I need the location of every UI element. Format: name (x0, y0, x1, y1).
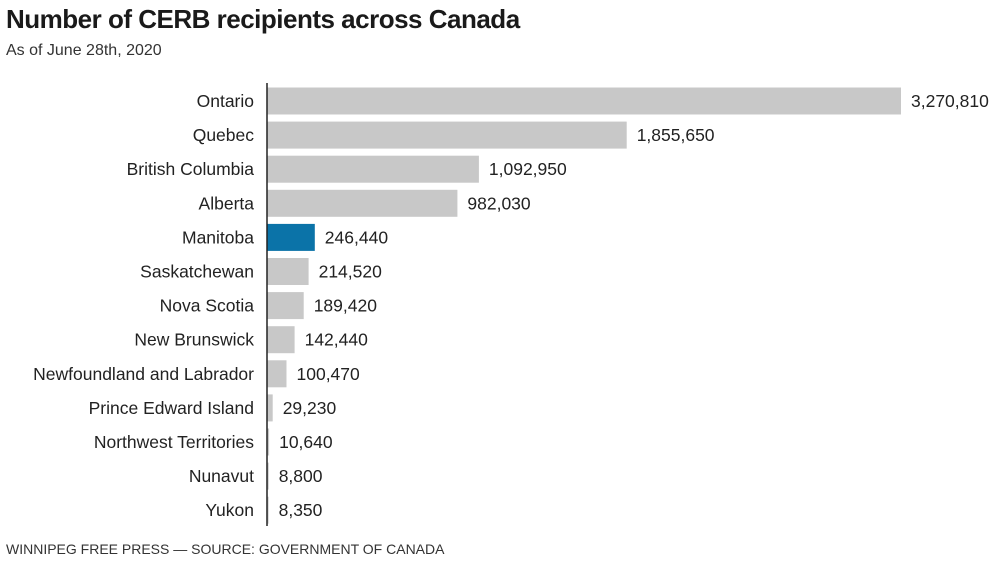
category-label-new-brunswick: New Brunswick (134, 330, 254, 350)
bar-new-brunswick (267, 326, 295, 354)
bar-saskatchewan (267, 258, 309, 285)
value-label-quebec: 1,855,650 (637, 125, 715, 145)
category-label-ontario: Ontario (197, 91, 254, 111)
value-label-nunavut: 8,800 (279, 466, 323, 486)
bar-newfoundland-and-labrador (267, 360, 287, 388)
value-label-british-columbia: 1,092,950 (489, 159, 567, 179)
category-label-yukon: Yukon (205, 500, 254, 520)
category-label-british-columbia: British Columbia (127, 159, 255, 179)
category-label-quebec: Quebec (193, 125, 255, 145)
value-label-nova-scotia: 189,420 (314, 296, 378, 316)
value-label-northwest-territories: 10,640 (279, 432, 333, 452)
value-label-alberta: 982,030 (467, 193, 531, 213)
value-label-manitoba: 246,440 (325, 227, 389, 247)
value-label-ontario: 3,270,810 (911, 91, 989, 111)
value-label-new-brunswick: 142,440 (305, 330, 369, 350)
category-label-newfoundland-and-labrador: Newfoundland and Labrador (33, 364, 254, 384)
category-label-northwest-territories: Northwest Territories (94, 432, 254, 452)
category-label-saskatchewan: Saskatchewan (140, 262, 254, 282)
category-label-nunavut: Nunavut (189, 466, 254, 486)
bar-prince-edward-island (267, 394, 273, 422)
bar-manitoba (267, 223, 315, 251)
bar-nova-scotia (267, 292, 304, 320)
value-label-yukon: 8,350 (279, 500, 323, 520)
chart-subtitle: As of June 28th, 2020 (6, 42, 162, 59)
source-credit: WINNIPEG FREE PRESS — SOURCE: GOVERNMENT… (6, 541, 445, 557)
category-label-manitoba: Manitoba (182, 227, 254, 247)
value-label-saskatchewan: 214,520 (319, 262, 383, 282)
value-label-prince-edward-island: 29,230 (283, 398, 337, 418)
chart-title: Number of CERB recipients across Canada (6, 4, 520, 34)
bar-nunavut (267, 462, 269, 490)
bar-alberta (267, 189, 458, 217)
value-label-newfoundland-and-labrador: 100,470 (297, 364, 361, 384)
bar-british-columbia (267, 155, 479, 183)
bar-quebec (267, 121, 627, 149)
category-label-prince-edward-island: Prince Edward Island (89, 398, 254, 418)
category-label-alberta: Alberta (199, 193, 255, 213)
bar-yukon (267, 496, 269, 524)
bar-northwest-territories (267, 428, 270, 456)
bar-ontario (267, 87, 901, 115)
category-label-nova-scotia: Nova Scotia (160, 296, 255, 316)
